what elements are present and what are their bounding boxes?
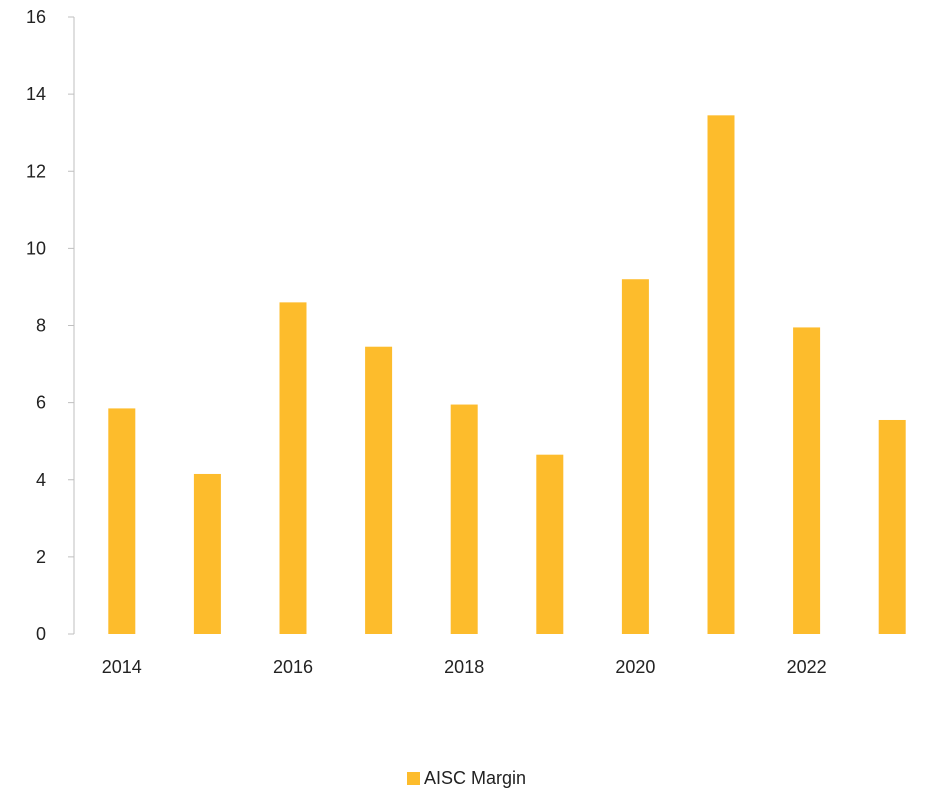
x-tick-label: 2014 bbox=[102, 657, 142, 677]
y-tick-label: 10 bbox=[26, 238, 46, 258]
bar-2022 bbox=[793, 327, 821, 634]
x-tick-label: 2022 bbox=[787, 657, 827, 677]
legend-swatch bbox=[406, 772, 420, 785]
bar-2019 bbox=[536, 454, 564, 634]
y-tick-label: 14 bbox=[26, 84, 46, 104]
bar-2017 bbox=[365, 346, 393, 634]
x-tick-label: 2016 bbox=[273, 657, 313, 677]
y-tick-label: 16 bbox=[26, 7, 46, 27]
y-tick-label: 0 bbox=[36, 624, 46, 644]
bar-2018 bbox=[450, 404, 478, 634]
legend-label: AISC Margin bbox=[423, 768, 527, 788]
legend: AISC Margin bbox=[0, 766, 933, 790]
y-tick-label: 8 bbox=[36, 316, 46, 336]
bar-2016 bbox=[279, 302, 307, 634]
y-axis-ticks: 0 2 4 6 8 10 12 14 16 bbox=[26, 7, 74, 644]
x-tick-label: 2018 bbox=[444, 657, 484, 677]
bar-2020 bbox=[621, 279, 649, 634]
bar-2021 bbox=[707, 115, 735, 635]
y-tick-label: 4 bbox=[36, 470, 46, 490]
bar-2014 bbox=[108, 408, 136, 634]
y-tick-label: 2 bbox=[36, 547, 46, 567]
y-tick-label: 12 bbox=[26, 161, 46, 181]
x-axis-ticks: 2014 2016 2018 2020 2022 bbox=[102, 657, 827, 677]
x-tick-label: 2020 bbox=[615, 657, 655, 677]
y-tick-label: 6 bbox=[36, 393, 46, 413]
bar-2023 bbox=[878, 419, 906, 634]
bar-2015 bbox=[193, 473, 221, 634]
bars bbox=[108, 115, 906, 635]
